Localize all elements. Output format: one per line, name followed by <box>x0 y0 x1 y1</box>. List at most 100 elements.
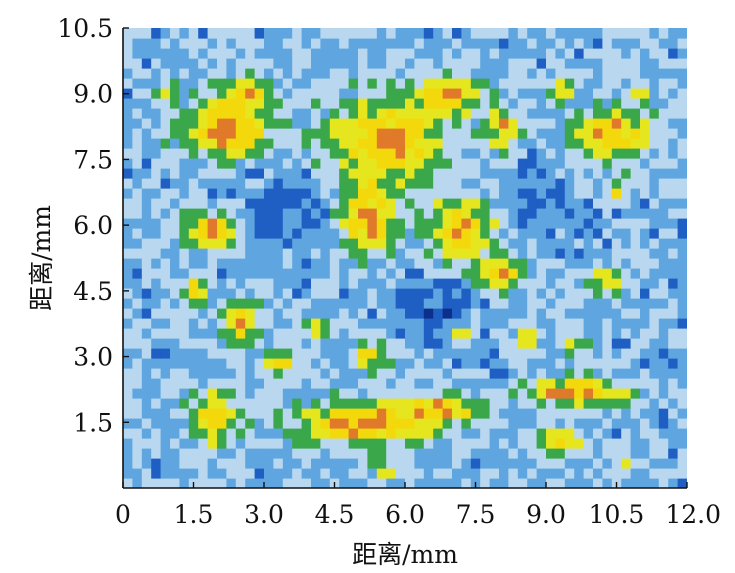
heatmap-cell <box>386 368 397 379</box>
heatmap-cell <box>470 368 481 379</box>
heatmap-cell <box>207 188 218 199</box>
heatmap-cell <box>405 148 415 159</box>
heatmap-cell <box>433 418 444 429</box>
heatmap-cell <box>442 428 453 439</box>
heatmap-cell <box>527 298 538 309</box>
heatmap-cell <box>630 188 641 199</box>
heatmap-cell <box>602 458 613 469</box>
heatmap-cell <box>273 148 284 159</box>
heatmap-cell <box>226 198 237 209</box>
heatmap-cell <box>376 248 387 259</box>
heatmap-cell <box>583 138 594 149</box>
heatmap-cell <box>442 178 453 189</box>
heatmap-cell <box>414 78 425 89</box>
heatmap-cell <box>480 348 491 359</box>
heatmap-cell <box>198 68 209 79</box>
heatmap-cell <box>301 298 312 309</box>
heatmap-cell <box>348 278 359 289</box>
heatmap-cell <box>423 338 434 349</box>
heatmap-cell <box>442 78 453 89</box>
heatmap-cell <box>564 418 575 429</box>
heatmap-cell <box>170 68 180 79</box>
heatmap-cell <box>329 68 340 79</box>
heatmap-cell <box>348 78 359 89</box>
heatmap-cell <box>574 228 585 239</box>
heatmap-cell <box>480 248 491 259</box>
heatmap-cell <box>499 138 509 149</box>
heatmap-cell <box>273 278 284 289</box>
heatmap-cell <box>207 348 218 359</box>
heatmap-cell <box>301 478 312 488</box>
heatmap-cell <box>245 428 256 439</box>
heatmap-cell <box>489 188 500 199</box>
heatmap-cell <box>499 318 509 329</box>
heatmap-cell <box>358 308 368 319</box>
heatmap-cell <box>546 278 556 289</box>
heatmap-cell <box>668 398 679 409</box>
heatmap-cell <box>395 88 406 99</box>
heatmap-cell <box>574 388 585 399</box>
heatmap-cell <box>245 388 256 399</box>
heatmap-cell <box>226 428 237 439</box>
heatmap-cell <box>640 318 650 329</box>
heatmap-cell <box>583 78 594 89</box>
heatmap-cell <box>358 388 368 399</box>
heatmap-cell <box>668 98 679 109</box>
heatmap-cell <box>160 318 171 329</box>
heatmap-cell <box>264 238 274 249</box>
heatmap-cell <box>555 408 566 419</box>
heatmap-cell <box>630 168 641 179</box>
x-tick-label: 3.0 <box>244 500 284 529</box>
heatmap-cell <box>395 78 406 89</box>
heatmap-cell <box>141 98 152 109</box>
heatmap-cell <box>442 168 453 179</box>
heatmap-cell <box>499 458 509 469</box>
heatmap-cell <box>583 298 594 309</box>
heatmap-cell <box>273 98 284 109</box>
heatmap-cell <box>329 148 340 159</box>
heatmap-cell <box>461 208 472 219</box>
heatmap-cell <box>461 298 472 309</box>
heatmap-cell <box>198 468 209 479</box>
heatmap-cell <box>677 48 687 59</box>
heatmap-cell <box>405 98 415 109</box>
heatmap-cell <box>470 388 481 399</box>
heatmap-cell <box>188 418 199 429</box>
heatmap-cell <box>320 368 331 379</box>
heatmap-cell <box>658 178 669 189</box>
heatmap-cell <box>160 38 171 49</box>
heatmap-cell <box>630 138 641 149</box>
heatmap-cell <box>480 308 491 319</box>
heatmap-cell <box>640 188 650 199</box>
heatmap-cell <box>358 168 368 179</box>
heatmap-cell <box>621 58 632 69</box>
heatmap-cell <box>508 138 519 149</box>
heatmap-cell <box>348 468 359 479</box>
heatmap-cell <box>273 48 284 59</box>
heatmap-cell <box>593 258 603 269</box>
heatmap-cell <box>433 228 444 239</box>
heatmap-cell <box>188 408 199 419</box>
heatmap-cell <box>395 298 406 309</box>
heatmap-cell <box>517 268 528 279</box>
heatmap-cell <box>536 258 547 269</box>
heatmap-cell <box>621 78 632 89</box>
heatmap-cell <box>442 378 453 389</box>
heatmap-cell <box>658 158 669 169</box>
heatmap-cell <box>433 348 444 359</box>
heatmap-cell <box>301 428 312 439</box>
heatmap-cell <box>470 98 481 109</box>
heatmap-cell <box>282 368 293 379</box>
heatmap-cell <box>499 288 509 299</box>
heatmap-cell <box>564 28 575 39</box>
heatmap-cell <box>358 208 368 219</box>
heatmap-cell <box>264 178 274 189</box>
heatmap-cell <box>170 258 180 269</box>
heatmap-cell <box>235 268 246 279</box>
heatmap-cell <box>555 428 566 439</box>
heatmap-cell <box>376 68 387 79</box>
heatmap-cell <box>348 338 359 349</box>
heatmap-cell <box>376 78 387 89</box>
heatmap-cell <box>320 438 331 449</box>
heatmap-cell <box>405 118 415 129</box>
